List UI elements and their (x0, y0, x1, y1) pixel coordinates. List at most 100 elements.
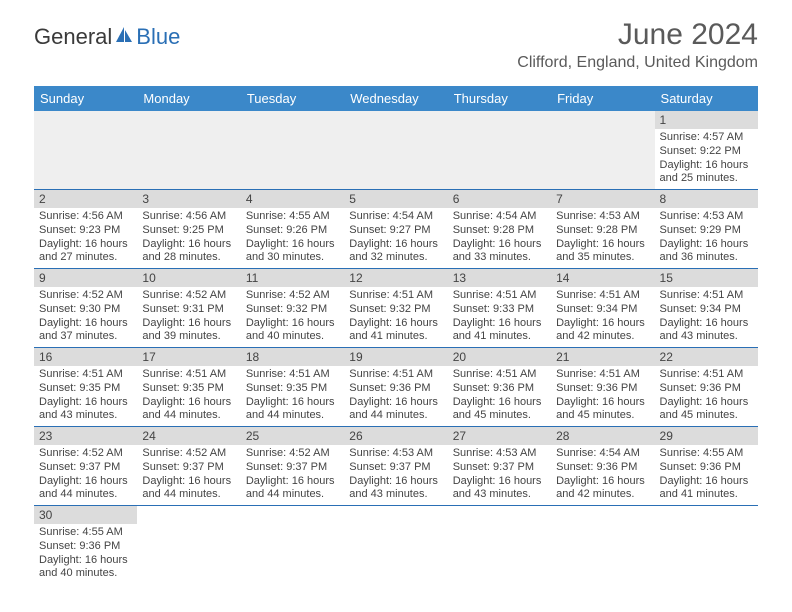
day-header: Tuesday (241, 86, 344, 111)
day-line: Sunrise: 4:56 AM (142, 210, 235, 224)
day-line: Daylight: 16 hours and 33 minutes. (453, 238, 546, 266)
day-body: Sunrise: 4:51 AMSunset: 9:34 PMDaylight:… (655, 287, 758, 347)
day-line: Daylight: 16 hours and 43 minutes. (349, 475, 442, 503)
month-title: June 2024 (517, 18, 758, 52)
day-line: Sunset: 9:37 PM (39, 461, 132, 475)
day-line: Sunrise: 4:51 AM (453, 289, 546, 303)
day-line: Sunset: 9:33 PM (453, 303, 546, 317)
day-line: Sunset: 9:31 PM (142, 303, 235, 317)
calendar-cell: 3Sunrise: 4:56 AMSunset: 9:25 PMDaylight… (137, 190, 240, 269)
day-number: 9 (34, 269, 137, 287)
day-line: Sunrise: 4:53 AM (349, 447, 442, 461)
day-line: Daylight: 16 hours and 39 minutes. (142, 317, 235, 345)
day-number: 3 (137, 190, 240, 208)
day-header: Thursday (448, 86, 551, 111)
calendar-cell (344, 506, 447, 585)
calendar-cell (137, 506, 240, 585)
calendar-cell: 15Sunrise: 4:51 AMSunset: 9:34 PMDayligh… (655, 269, 758, 348)
day-line: Sunset: 9:36 PM (556, 461, 649, 475)
day-body: Sunrise: 4:54 AMSunset: 9:36 PMDaylight:… (551, 445, 654, 505)
calendar-row: 23Sunrise: 4:52 AMSunset: 9:37 PMDayligh… (34, 427, 758, 506)
day-number: 28 (551, 427, 654, 445)
calendar-cell (655, 506, 758, 585)
calendar-cell: 10Sunrise: 4:52 AMSunset: 9:31 PMDayligh… (137, 269, 240, 348)
calendar-cell: 6Sunrise: 4:54 AMSunset: 9:28 PMDaylight… (448, 190, 551, 269)
day-line: Daylight: 16 hours and 45 minutes. (453, 396, 546, 424)
day-body: Sunrise: 4:54 AMSunset: 9:28 PMDaylight:… (448, 208, 551, 268)
calendar-cell: 21Sunrise: 4:51 AMSunset: 9:36 PMDayligh… (551, 348, 654, 427)
day-line: Daylight: 16 hours and 27 minutes. (39, 238, 132, 266)
day-number: 13 (448, 269, 551, 287)
day-line: Sunset: 9:25 PM (142, 224, 235, 238)
day-body: Sunrise: 4:51 AMSunset: 9:35 PMDaylight:… (241, 366, 344, 426)
calendar-cell: 16Sunrise: 4:51 AMSunset: 9:35 PMDayligh… (34, 348, 137, 427)
calendar-cell: 12Sunrise: 4:51 AMSunset: 9:32 PMDayligh… (344, 269, 447, 348)
calendar-cell: 22Sunrise: 4:51 AMSunset: 9:36 PMDayligh… (655, 348, 758, 427)
day-body: Sunrise: 4:52 AMSunset: 9:30 PMDaylight:… (34, 287, 137, 347)
day-body: Sunrise: 4:52 AMSunset: 9:31 PMDaylight:… (137, 287, 240, 347)
day-line: Daylight: 16 hours and 42 minutes. (556, 317, 649, 345)
calendar-cell: 14Sunrise: 4:51 AMSunset: 9:34 PMDayligh… (551, 269, 654, 348)
day-line: Sunrise: 4:54 AM (556, 447, 649, 461)
title-block: June 2024 Clifford, England, United King… (517, 18, 758, 72)
day-body: Sunrise: 4:51 AMSunset: 9:36 PMDaylight:… (344, 366, 447, 426)
day-number: 23 (34, 427, 137, 445)
day-body: Sunrise: 4:51 AMSunset: 9:35 PMDaylight:… (137, 366, 240, 426)
day-line: Daylight: 16 hours and 43 minutes. (453, 475, 546, 503)
calendar-cell: 26Sunrise: 4:53 AMSunset: 9:37 PMDayligh… (344, 427, 447, 506)
day-body: Sunrise: 4:52 AMSunset: 9:32 PMDaylight:… (241, 287, 344, 347)
day-line: Sunrise: 4:53 AM (556, 210, 649, 224)
day-line: Sunrise: 4:54 AM (349, 210, 442, 224)
day-line: Daylight: 16 hours and 25 minutes. (660, 159, 753, 187)
calendar-table: Sunday Monday Tuesday Wednesday Thursday… (34, 86, 758, 584)
day-line: Sunset: 9:36 PM (660, 382, 753, 396)
day-line: Sunrise: 4:51 AM (453, 368, 546, 382)
day-body: Sunrise: 4:51 AMSunset: 9:35 PMDaylight:… (34, 366, 137, 426)
calendar-cell: 4Sunrise: 4:55 AMSunset: 9:26 PMDaylight… (241, 190, 344, 269)
day-line: Daylight: 16 hours and 43 minutes. (39, 396, 132, 424)
day-body: Sunrise: 4:52 AMSunset: 9:37 PMDaylight:… (137, 445, 240, 505)
day-number: 4 (241, 190, 344, 208)
day-line: Sunset: 9:36 PM (39, 540, 132, 554)
calendar-cell: 19Sunrise: 4:51 AMSunset: 9:36 PMDayligh… (344, 348, 447, 427)
calendar-cell: 1Sunrise: 4:57 AMSunset: 9:22 PMDaylight… (655, 111, 758, 190)
day-body: Sunrise: 4:56 AMSunset: 9:25 PMDaylight:… (137, 208, 240, 268)
day-body: Sunrise: 4:51 AMSunset: 9:33 PMDaylight:… (448, 287, 551, 347)
calendar-cell: 25Sunrise: 4:52 AMSunset: 9:37 PMDayligh… (241, 427, 344, 506)
day-number: 6 (448, 190, 551, 208)
day-line: Sunset: 9:23 PM (39, 224, 132, 238)
day-body: Sunrise: 4:53 AMSunset: 9:28 PMDaylight:… (551, 208, 654, 268)
calendar-cell (137, 111, 240, 190)
day-line: Daylight: 16 hours and 43 minutes. (660, 317, 753, 345)
day-line: Sunrise: 4:52 AM (39, 289, 132, 303)
day-line: Sunset: 9:32 PM (349, 303, 442, 317)
calendar-row: 2Sunrise: 4:56 AMSunset: 9:23 PMDaylight… (34, 190, 758, 269)
day-body: Sunrise: 4:51 AMSunset: 9:36 PMDaylight:… (551, 366, 654, 426)
calendar-cell (448, 111, 551, 190)
day-header: Sunday (34, 86, 137, 111)
day-line: Daylight: 16 hours and 44 minutes. (246, 396, 339, 424)
day-line: Sunrise: 4:57 AM (660, 131, 753, 145)
day-line: Sunset: 9:37 PM (349, 461, 442, 475)
day-number: 25 (241, 427, 344, 445)
day-line: Daylight: 16 hours and 41 minutes. (660, 475, 753, 503)
day-line: Sunrise: 4:53 AM (453, 447, 546, 461)
brand-logo: General Blue (34, 18, 180, 50)
day-number: 17 (137, 348, 240, 366)
day-line: Daylight: 16 hours and 30 minutes. (246, 238, 339, 266)
day-header-row: Sunday Monday Tuesday Wednesday Thursday… (34, 86, 758, 111)
day-number: 15 (655, 269, 758, 287)
day-body: Sunrise: 4:52 AMSunset: 9:37 PMDaylight:… (34, 445, 137, 505)
calendar-cell (448, 506, 551, 585)
calendar-cell: 27Sunrise: 4:53 AMSunset: 9:37 PMDayligh… (448, 427, 551, 506)
day-number: 29 (655, 427, 758, 445)
day-line: Sunset: 9:36 PM (660, 461, 753, 475)
day-line: Sunrise: 4:52 AM (246, 289, 339, 303)
day-line: Daylight: 16 hours and 44 minutes. (142, 396, 235, 424)
day-header: Saturday (655, 86, 758, 111)
day-line: Sunrise: 4:52 AM (142, 289, 235, 303)
day-line: Sunset: 9:37 PM (453, 461, 546, 475)
day-number: 24 (137, 427, 240, 445)
day-line: Sunset: 9:22 PM (660, 145, 753, 159)
day-line: Sunrise: 4:55 AM (660, 447, 753, 461)
